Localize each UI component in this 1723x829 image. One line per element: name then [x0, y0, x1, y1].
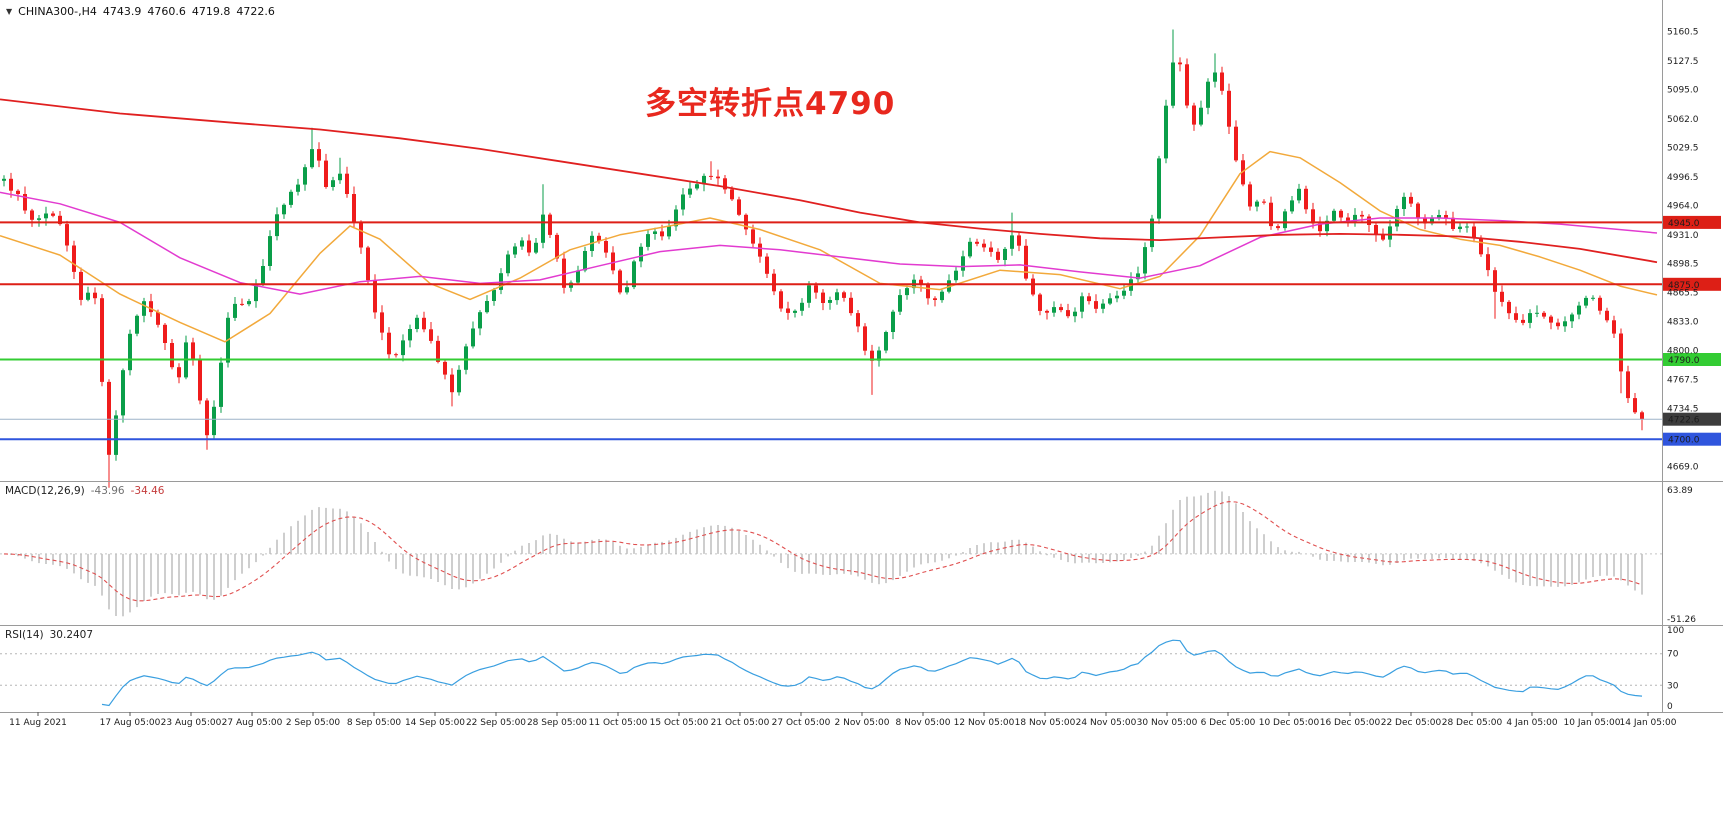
hlines-layer[interactable]: 4945.0 4875.0 4790.0 4722.6 4700.0 — [0, 215, 1721, 446]
hline-4875.0[interactable]: 4875.0 — [0, 277, 1721, 291]
annotation-text[interactable]: 多空转折点4790 — [645, 86, 896, 122]
svg-text:4734.5: 4734.5 — [1667, 405, 1699, 415]
macd-signal-value: -34.46 — [130, 485, 165, 497]
svg-text:10 Jan 05:00: 10 Jan 05:00 — [1564, 718, 1621, 728]
svg-text:70: 70 — [1667, 650, 1679, 660]
svg-text:11 Oct 05:00: 11 Oct 05:00 — [589, 718, 648, 728]
hline-4700.0[interactable]: 4700.0 — [0, 432, 1721, 446]
svg-text:2 Nov 05:00: 2 Nov 05:00 — [835, 718, 890, 728]
svg-text:100: 100 — [1667, 626, 1684, 636]
svg-text:4875.0: 4875.0 — [1668, 281, 1700, 291]
svg-text:4 Jan 05:00: 4 Jan 05:00 — [1506, 718, 1558, 728]
svg-text:2 Sep 05:00: 2 Sep 05:00 — [286, 718, 341, 728]
chart-canvas[interactable]: 4945.0 4875.0 4790.0 4722.6 4700.0 5160.5 5127… — [0, 0, 1723, 730]
rsi-panel[interactable]: 100 70 30 0 — [0, 626, 1684, 712]
svg-text:18 Nov 05:00: 18 Nov 05:00 — [1015, 718, 1076, 728]
hline-4945.0[interactable]: 4945.0 — [0, 215, 1721, 229]
candles-layer[interactable] — [2, 29, 1644, 488]
svg-text:5029.5: 5029.5 — [1667, 144, 1699, 154]
symbol-period-label: CHINA300-,H4 — [18, 5, 97, 18]
svg-text:4767.5: 4767.5 — [1667, 375, 1699, 385]
svg-text:5062.0: 5062.0 — [1667, 115, 1699, 125]
macd-value: -43.96 — [90, 485, 125, 497]
ohlc-high: 4760.6 — [147, 5, 186, 18]
svg-text:14 Sep 05:00: 14 Sep 05:00 — [405, 718, 465, 728]
svg-text:23 Aug 05:00: 23 Aug 05:00 — [161, 718, 222, 728]
svg-text:11 Aug 2021: 11 Aug 2021 — [9, 718, 67, 728]
svg-text:4669.0: 4669.0 — [1667, 463, 1699, 473]
svg-text:4945.0: 4945.0 — [1668, 219, 1700, 229]
svg-text:28 Sep 05:00: 28 Sep 05:00 — [527, 718, 587, 728]
ohlc-low: 4719.8 — [191, 5, 231, 18]
symbol-dropdown-icon[interactable]: ▼ — [6, 7, 13, 16]
svg-text:10 Dec 05:00: 10 Dec 05:00 — [1259, 718, 1320, 728]
svg-text:27 Aug 05:00: 27 Aug 05:00 — [222, 718, 283, 728]
svg-text:5160.5: 5160.5 — [1667, 28, 1699, 38]
svg-text:30: 30 — [1667, 681, 1679, 691]
macd-name: MACD(12,26,9) — [5, 485, 85, 497]
svg-text:16 Dec 05:00: 16 Dec 05:00 — [1320, 718, 1381, 728]
svg-text:21 Oct 05:00: 21 Oct 05:00 — [711, 718, 770, 728]
rsi-name: RSI(14) — [5, 629, 44, 641]
price-axis[interactable]: 5160.5 5127.5 5095.0 5062.0 5029.5 4996.5 4964… — [1667, 28, 1699, 473]
svg-text:4865.5: 4865.5 — [1667, 289, 1699, 299]
ma-slow-line — [0, 98, 1658, 264]
rsi-indicator-label: RSI(14) 30.2407 — [5, 629, 93, 641]
svg-text:8 Sep 05:00: 8 Sep 05:00 — [347, 718, 402, 728]
svg-text:17 Aug 05:00: 17 Aug 05:00 — [100, 718, 161, 728]
svg-text:12 Nov 05:00: 12 Nov 05:00 — [954, 718, 1015, 728]
svg-text:5095.0: 5095.0 — [1667, 86, 1699, 96]
hline-4722.6[interactable]: 4722.6 — [0, 412, 1721, 426]
svg-text:4898.5: 4898.5 — [1667, 260, 1699, 270]
svg-text:28 Dec 05:00: 28 Dec 05:00 — [1442, 718, 1503, 728]
svg-text:30 Nov 05:00: 30 Nov 05:00 — [1137, 718, 1198, 728]
ohlc-open: 4743.9 — [102, 5, 142, 18]
svg-text:63.89: 63.89 — [1667, 486, 1693, 496]
svg-text:22 Dec 05:00: 22 Dec 05:00 — [1381, 718, 1442, 728]
macd-panel[interactable]: 63.89 -51.26 — [0, 486, 1696, 625]
svg-text:5127.5: 5127.5 — [1667, 57, 1699, 67]
svg-text:27 Oct 05:00: 27 Oct 05:00 — [772, 718, 831, 728]
svg-text:24 Nov 05:00: 24 Nov 05:00 — [1076, 718, 1137, 728]
svg-text:4790.0: 4790.0 — [1668, 356, 1700, 366]
chart-header: ▼ CHINA300-,H4 4743.9 4760.6 4719.8 4722… — [6, 5, 275, 18]
svg-text:22 Sep 05:00: 22 Sep 05:00 — [466, 718, 526, 728]
svg-text:4700.0: 4700.0 — [1668, 436, 1700, 446]
svg-text:4996.5: 4996.5 — [1667, 173, 1699, 183]
svg-text:4833.0: 4833.0 — [1667, 318, 1699, 328]
time-axis[interactable]: 11 Aug 2021 17 Aug 05:00 23 Aug 05:00 27 Au… — [9, 712, 1677, 728]
svg-text:6 Dec 05:00: 6 Dec 05:00 — [1201, 718, 1256, 728]
svg-text:0: 0 — [1667, 702, 1673, 712]
svg-text:8 Nov 05:00: 8 Nov 05:00 — [896, 718, 951, 728]
macd-indicator-label: MACD(12,26,9) -43.96 -34.46 — [5, 485, 164, 497]
svg-text:4964.0: 4964.0 — [1667, 202, 1699, 212]
ma-medium-line — [0, 191, 1658, 295]
svg-text:4931.0: 4931.0 — [1667, 231, 1699, 241]
svg-text:-51.26: -51.26 — [1667, 615, 1696, 625]
svg-text:4722.6: 4722.6 — [1668, 416, 1700, 426]
ohlc-close: 4722.6 — [236, 5, 275, 18]
rsi-value: 30.2407 — [49, 629, 94, 641]
hline-4790.0[interactable]: 4790.0 — [0, 353, 1721, 366]
ma-fast-line — [0, 150, 1658, 343]
svg-text:4800.0: 4800.0 — [1667, 347, 1699, 357]
svg-text:14 Jan 05:00: 14 Jan 05:00 — [1620, 718, 1677, 728]
svg-text:15 Oct 05:00: 15 Oct 05:00 — [650, 718, 709, 728]
